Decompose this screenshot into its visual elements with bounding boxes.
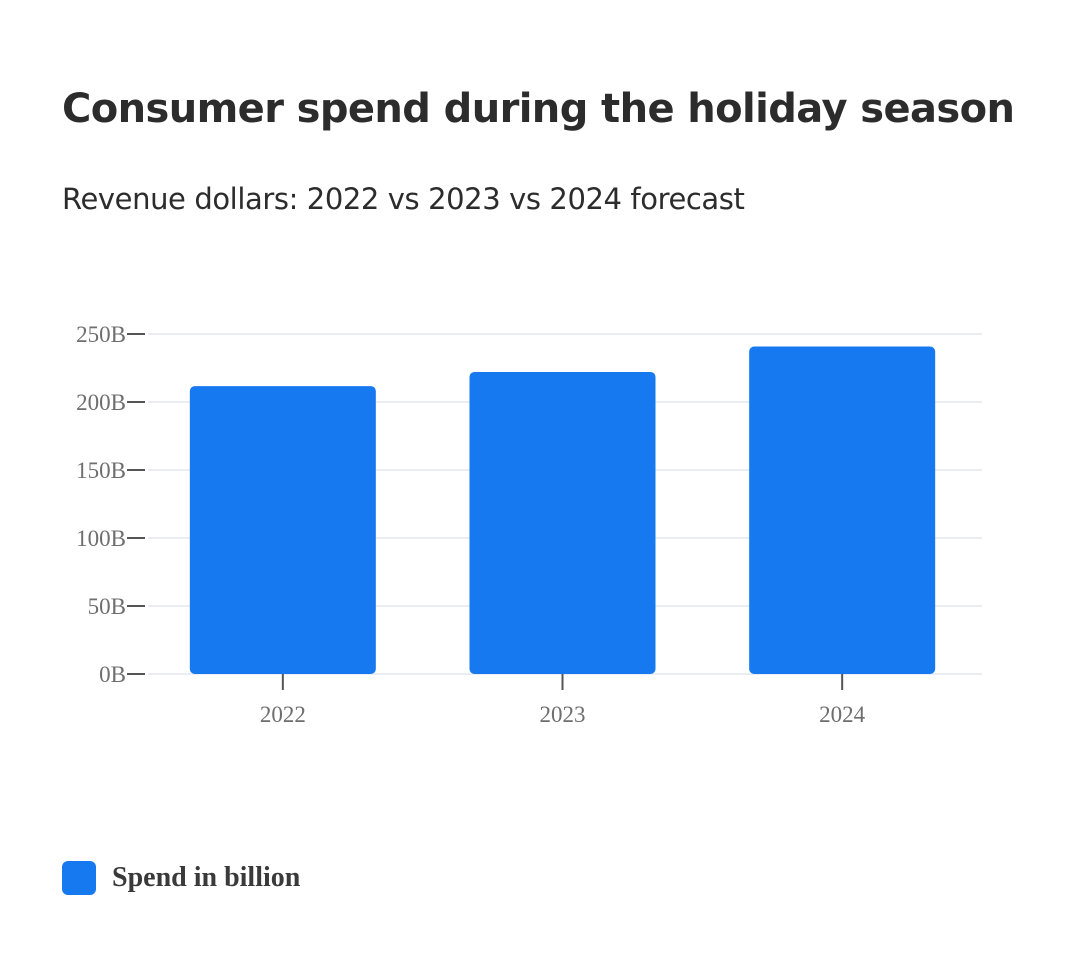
y-tick-label: 100B bbox=[76, 526, 126, 551]
x-tick-label: 2023 bbox=[540, 702, 586, 727]
axes: 0B 50B 100B 150B 200B 250B 2022 2023 2024 bbox=[76, 322, 866, 727]
bars bbox=[189, 346, 936, 674]
chart-subtitle: Revenue dollars: 2022 vs 2023 vs 2024 fo… bbox=[62, 182, 745, 216]
legend-swatch bbox=[62, 861, 96, 895]
bar-2022 bbox=[189, 386, 376, 674]
y-tick-label: 50B bbox=[88, 594, 126, 619]
legend: Spend in billion bbox=[62, 860, 300, 896]
y-tick-label: 150B bbox=[76, 458, 126, 483]
bar-2024 bbox=[749, 346, 936, 674]
y-tick-label: 200B bbox=[76, 390, 126, 415]
bar-chart: 0B 50B 100B 150B 200B 250B 2022 2023 2024 bbox=[76, 322, 982, 727]
y-tick-label: 250B bbox=[76, 322, 126, 347]
x-tick-label: 2024 bbox=[819, 702, 866, 727]
bar-2023 bbox=[469, 371, 656, 674]
legend-label: Spend in billion bbox=[112, 862, 301, 893]
y-tick-label: 0B bbox=[99, 662, 126, 687]
chart-title: Consumer spend during the holiday season bbox=[62, 86, 1015, 132]
x-tick-label: 2022 bbox=[260, 702, 306, 727]
